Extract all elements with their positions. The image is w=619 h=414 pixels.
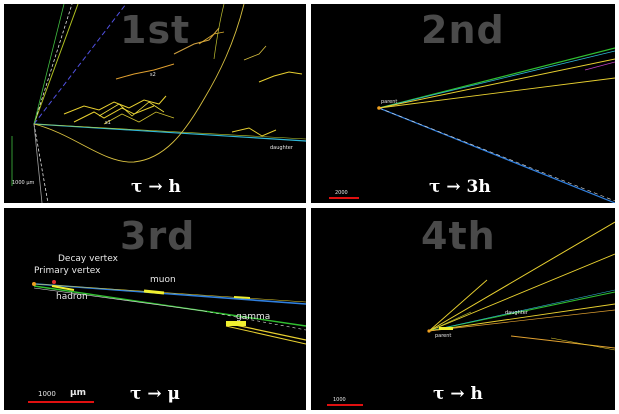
label-daughter: daughter — [270, 145, 293, 151]
panel-title: 4th — [421, 214, 496, 258]
label-parent: parent — [381, 99, 398, 105]
panel-title: 2nd — [421, 8, 505, 52]
label-s1: s1 — [105, 120, 111, 126]
scale-unit: μm — [70, 388, 87, 398]
decay-caption: τ → h — [131, 177, 181, 197]
panel-title: 3rd — [120, 214, 196, 258]
panel-1st: 1st s2 s1 daughter 1000 μm τ → h — [4, 4, 306, 203]
label-s2: s2 — [150, 72, 156, 78]
scale-label: 1000 μm — [12, 180, 35, 186]
scale-label: 1000 — [38, 390, 56, 398]
label-hadron: hadron — [56, 292, 88, 302]
scale-bar — [329, 197, 359, 199]
label-decay-vertex: Decay vertex — [58, 254, 118, 264]
scale-label: 2000 — [335, 190, 348, 196]
panel-title: 1st — [120, 8, 191, 52]
scale-label: 1000 — [333, 397, 346, 403]
panel-1st-tracks — [11, 4, 306, 203]
label-parent: parent — [435, 333, 452, 339]
decay-caption: τ → h — [433, 384, 483, 404]
decay-caption: τ → μ — [130, 384, 180, 404]
scale-bar — [327, 404, 363, 406]
scale-bar — [28, 401, 94, 403]
label-muon: muon — [150, 275, 176, 285]
panel-2nd: 2nd parent 2000 τ → 3h — [311, 4, 615, 203]
panel-4th-tracks — [427, 221, 615, 351]
decay-caption: τ → 3h — [429, 177, 491, 197]
panel-2nd-tracks — [377, 47, 615, 203]
panel-3rd: 3rd Decay vertex Primary vertex hadron m… — [4, 208, 306, 410]
panel-4th: 4th daughter parent 1000 τ → h — [311, 208, 615, 410]
label-primary-vertex: Primary vertex — [34, 266, 101, 276]
label-gamma: gamma — [236, 312, 271, 322]
panel-3rd-tracks — [32, 280, 306, 345]
label-daughter: daughter — [505, 310, 528, 316]
